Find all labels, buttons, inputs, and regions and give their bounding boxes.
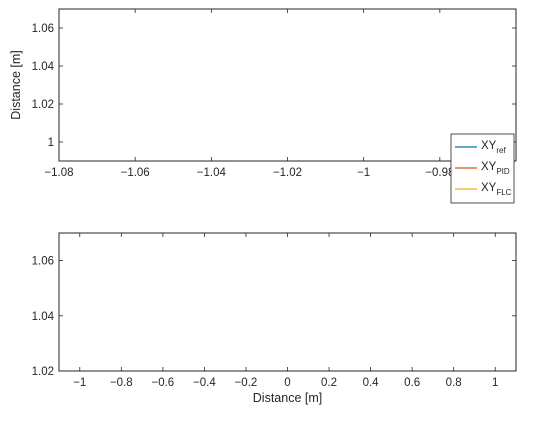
x-tick-label: 0.4 xyxy=(363,377,380,389)
legend-entry-base: XY xyxy=(481,161,497,173)
x-tick-label: −1 xyxy=(357,167,370,179)
axes-frame xyxy=(58,232,517,372)
y-tick-label: 1.04 xyxy=(32,311,55,323)
x-tick-label: −0.98 xyxy=(425,167,454,179)
x-tick-label: −0.2 xyxy=(235,377,258,389)
legend-entry-sub: ref xyxy=(496,146,506,155)
x-axis-label: Distance [m] xyxy=(253,391,322,405)
x-tick-label: −1.08 xyxy=(44,167,73,179)
legend-entry-base: XY xyxy=(481,182,497,194)
legend-entry-label: XYref xyxy=(481,140,506,155)
x-tick-label: −1.02 xyxy=(273,167,302,179)
y-axis-label: Distance [m] xyxy=(9,50,23,119)
x-tick-label: −0.8 xyxy=(110,377,133,389)
x-tick-label: −1.06 xyxy=(121,167,150,179)
x-tick-label: 0.8 xyxy=(446,377,462,389)
top-chart: −1.08 −1.06 −1.04 −1.02 −1 −0.98 1 1.02 1.04 1.06… xyxy=(9,8,517,204)
y-tick-label: 1 xyxy=(48,137,54,149)
legend-entry-label: XYPID xyxy=(481,161,510,176)
legend-entry-sub: FLC xyxy=(496,188,511,197)
x-tick-label: −0.4 xyxy=(193,377,216,389)
y-tick-label: 1.06 xyxy=(32,256,54,268)
bottom-chart: −1 −0.8 −0.6 −0.4 −0.2 0 0.2 0.4 0.6 0.8 1 1.02 1.04… xyxy=(32,232,517,405)
x-tick-label: 0.2 xyxy=(321,377,337,389)
x-tick-label: −1.04 xyxy=(197,167,227,179)
x-tick-label: −1 xyxy=(73,377,86,389)
y-tick-label: 1.02 xyxy=(32,366,54,378)
x-tick-label: 1 xyxy=(492,377,498,389)
legend-entry-base: XY xyxy=(481,140,497,152)
x-tick-label: 0 xyxy=(284,377,290,389)
y-tick-label: 1.02 xyxy=(32,99,54,111)
legend-entry-label: XYFLC xyxy=(481,182,512,197)
y-tick-label: 1.04 xyxy=(32,61,55,73)
x-tick-label: −0.6 xyxy=(152,377,175,389)
legend-entry-sub: PID xyxy=(496,167,510,176)
x-tick-label: 0.6 xyxy=(404,377,420,389)
y-tick-label: 1.06 xyxy=(32,23,54,35)
axes-frame xyxy=(58,8,517,162)
